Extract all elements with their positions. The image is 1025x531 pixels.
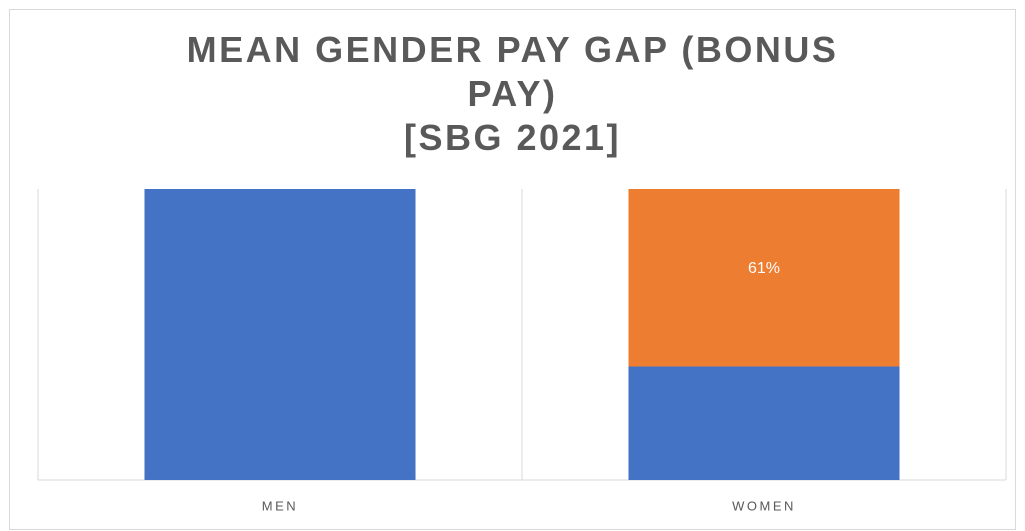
bar-segment: [628, 366, 900, 480]
bar-segment: [144, 189, 416, 480]
chart-title: MEAN GENDER PAY GAP (BONUS PAY) [SBG 202…: [186, 29, 839, 158]
data-label: 61%: [748, 260, 780, 277]
x-tick-label: MEN: [262, 498, 298, 513]
x-tick-label: WOMEN: [732, 498, 796, 513]
bar-segment: [628, 189, 900, 367]
